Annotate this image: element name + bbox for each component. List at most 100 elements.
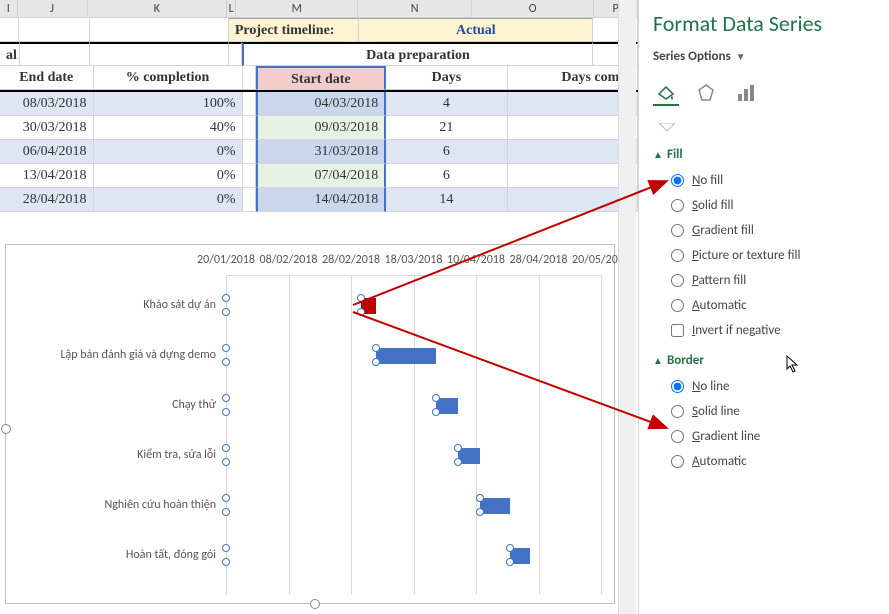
selection-handle[interactable]: [372, 358, 380, 366]
fill-section-header[interactable]: ▲Fill: [653, 141, 875, 168]
table-row[interactable]: 13/04/20180% 07/04/20186: [0, 164, 638, 188]
chart-resize-handle-bottom[interactable]: [310, 599, 320, 609]
pct-cell[interactable]: 0%: [94, 140, 243, 164]
column-header-J[interactable]: J: [18, 0, 88, 17]
task-bar[interactable]: [226, 398, 458, 414]
selection-handle[interactable]: [222, 494, 230, 502]
border-radio-input[interactable]: [671, 430, 684, 443]
task-label: Chạy thử: [6, 398, 216, 412]
fill-option[interactable]: Solid fill: [653, 193, 875, 218]
column-header-O[interactable]: O: [472, 0, 594, 17]
table-row[interactable]: 06/04/20180% 31/03/20186: [0, 140, 638, 164]
column-header-K[interactable]: K: [88, 0, 228, 17]
effects-tab-icon[interactable]: [693, 80, 719, 106]
pct-cell[interactable]: 40%: [94, 116, 243, 140]
days-cell[interactable]: 21: [386, 116, 507, 140]
task-bar[interactable]: [226, 498, 510, 514]
table-row[interactable]: 08/03/2018100% 04/03/20184: [0, 92, 638, 116]
selection-handle[interactable]: [372, 344, 380, 352]
selection-handle[interactable]: [222, 508, 230, 516]
border-radio-input[interactable]: [671, 455, 684, 468]
selection-handle[interactable]: [222, 558, 230, 566]
task-bar[interactable]: [226, 548, 530, 564]
task-bar[interactable]: [226, 298, 376, 314]
selection-handle[interactable]: [506, 544, 514, 552]
gantt-chart[interactable]: 20/01/201808/02/201828/02/201818/03/2018…: [5, 244, 615, 604]
selection-handle[interactable]: [222, 444, 230, 452]
table-row[interactable]: 28/04/20180% 14/04/201814: [0, 188, 638, 212]
border-option[interactable]: Automatic: [653, 449, 875, 474]
start-date-cell[interactable]: 31/03/2018: [256, 140, 387, 164]
selection-handle[interactable]: [222, 308, 230, 316]
selection-handle[interactable]: [454, 444, 462, 452]
selection-handle[interactable]: [357, 308, 365, 316]
border-option[interactable]: Gradient line: [653, 424, 875, 449]
fill-radio-input[interactable]: [671, 249, 684, 262]
selection-handle[interactable]: [222, 544, 230, 552]
fill-radio-input[interactable]: [671, 174, 684, 187]
pct-cell[interactable]: 0%: [94, 188, 243, 212]
selection-handle[interactable]: [476, 494, 484, 502]
column-header-M[interactable]: M: [236, 0, 358, 17]
fill-option[interactable]: Gradient fill: [653, 218, 875, 243]
selection-handle[interactable]: [476, 508, 484, 516]
days-cell[interactable]: 14: [386, 188, 507, 212]
task-bar[interactable]: [226, 448, 480, 464]
end-date-cell[interactable]: 30/03/2018: [0, 116, 94, 140]
border-option[interactable]: Solid line: [653, 399, 875, 424]
days-cell[interactable]: 6: [386, 164, 507, 188]
border-section-header[interactable]: ▲Border: [653, 347, 875, 374]
border-option[interactable]: No line: [653, 374, 875, 399]
fill-radio-input[interactable]: [671, 199, 684, 212]
selection-handle[interactable]: [222, 344, 230, 352]
pct-completion-header: % completion: [94, 66, 243, 90]
selection-handle[interactable]: [357, 294, 365, 302]
fill-radio-input[interactable]: [671, 299, 684, 312]
pct-cell[interactable]: 0%: [94, 164, 243, 188]
selection-handle[interactable]: [432, 408, 440, 416]
pct-cell[interactable]: 100%: [94, 92, 243, 116]
selection-handle[interactable]: [222, 408, 230, 416]
border-radio-input[interactable]: [671, 405, 684, 418]
series-options-dropdown[interactable]: Series Options ▼: [653, 49, 875, 64]
chart-resize-handle-left[interactable]: [1, 424, 11, 434]
table-row[interactable]: 30/03/201840% 09/03/201821: [0, 116, 638, 140]
selection-handle[interactable]: [222, 394, 230, 402]
border-radio-input[interactable]: [671, 380, 684, 393]
end-date-cell[interactable]: 13/04/2018: [0, 164, 94, 188]
days-cell[interactable]: 6: [386, 140, 507, 164]
group-header-row: al Data preparation: [0, 42, 638, 66]
selection-handle[interactable]: [222, 358, 230, 366]
start-date-cell[interactable]: 04/03/2018: [256, 92, 387, 116]
days-cell[interactable]: 4: [386, 92, 507, 116]
invert-if-negative-checkbox[interactable]: Invert if negative: [653, 318, 875, 343]
fill-radio-input[interactable]: [671, 224, 684, 237]
selection-handle[interactable]: [222, 458, 230, 466]
selection-handle[interactable]: [222, 294, 230, 302]
end-date-cell[interactable]: 06/04/2018: [0, 140, 94, 164]
end-date-cell[interactable]: 08/03/2018: [0, 92, 94, 116]
vertical-scrollbar[interactable]: [618, 0, 636, 614]
column-header-L[interactable]: L: [227, 0, 236, 17]
x-tick-label: 10/04/2018: [447, 253, 505, 267]
start-date-cell[interactable]: 14/04/2018: [256, 188, 387, 212]
end-date-cell[interactable]: 28/04/2018: [0, 188, 94, 212]
column-header-I[interactable]: I: [0, 0, 18, 17]
fill-option[interactable]: Picture or texture fill: [653, 243, 875, 268]
pane-icon-tabs: [653, 74, 875, 112]
fill-option[interactable]: No fill: [653, 168, 875, 193]
selection-handle[interactable]: [506, 558, 514, 566]
series-options-tab-icon[interactable]: [733, 80, 759, 106]
start-date-cell[interactable]: 09/03/2018: [256, 116, 387, 140]
task-label: Khảo sát dự án: [6, 298, 216, 312]
column-header-N[interactable]: N: [358, 0, 472, 17]
selection-handle[interactable]: [432, 394, 440, 402]
selection-handle[interactable]: [454, 458, 462, 466]
task-bar[interactable]: [226, 348, 436, 364]
fill-line-tab-icon[interactable]: [653, 80, 679, 106]
fill-option[interactable]: Pattern fill: [653, 268, 875, 293]
fill-option[interactable]: Automatic: [653, 293, 875, 318]
invert-checkbox-input[interactable]: [671, 324, 684, 337]
start-date-cell[interactable]: 07/04/2018: [256, 164, 387, 188]
fill-radio-input[interactable]: [671, 274, 684, 287]
